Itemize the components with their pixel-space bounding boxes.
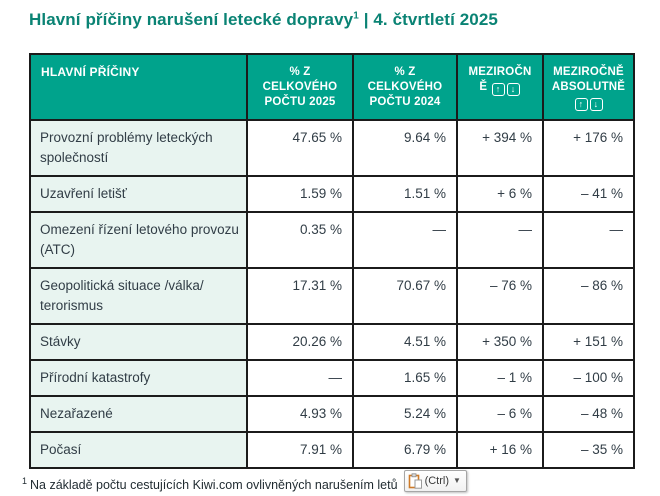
cell-yoy-absolute: – 41 % <box>542 175 635 213</box>
cell-yoy: – 6 % <box>456 395 544 433</box>
dropdown-caret-icon[interactable]: ▼ <box>453 476 461 485</box>
table-row: Stávky 20.26 % 4.51 % + 350 % + 151 % <box>29 323 635 361</box>
cell-pct-2024: 9.64 % <box>352 119 458 177</box>
cell-yoy-absolute: – 48 % <box>542 395 635 433</box>
cell-yoy-absolute: + 151 % <box>542 323 635 361</box>
cell-cause: Nezařazené <box>29 395 248 433</box>
table-row: Provozní problémy leteckých společností … <box>29 119 635 177</box>
col-header-yoy: MEZIROČN Ě ↑ ↓ <box>456 53 544 121</box>
table-row: Nezařazené 4.93 % 5.24 % – 6 % – 48 % <box>29 395 635 433</box>
paste-options-label: (Ctrl) <box>424 475 449 487</box>
page-title-suffix: | 4. čtvrtletí 2025 <box>358 10 498 29</box>
cell-yoy: – 76 % <box>456 267 544 325</box>
cell-pct-2025: 17.31 % <box>246 267 354 325</box>
page-title-main: Hlavní příčiny narušení letecké dopravy <box>29 10 354 29</box>
header-row: HLAVNÍ PŘÍČINY % Z CELKOVÉHO POČTU 2025 … <box>29 53 635 121</box>
cell-yoy-absolute: + 176 % <box>542 119 635 177</box>
table-row: Počasí 7.91 % 6.79 % + 16 % – 35 % <box>29 431 635 469</box>
cell-yoy: — <box>456 211 544 269</box>
cell-yoy: + 6 % <box>456 175 544 213</box>
cell-yoy-absolute: – 35 % <box>542 431 635 469</box>
cell-yoy-absolute: – 100 % <box>542 359 635 397</box>
footnote-marker: 1 <box>22 475 28 486</box>
cell-yoy: – 1 % <box>456 359 544 397</box>
down-arrow-icon: ↓ <box>589 98 603 111</box>
cell-pct-2024: — <box>352 211 458 269</box>
col-header-pct-2025: % Z CELKOVÉHO POČTU 2025 <box>246 53 354 121</box>
footnote: 1 Na základě počtu cestujících Kiwi.com o… <box>22 470 660 496</box>
title-footnote-ref: 1 <box>353 10 359 22</box>
table-row: Přírodní katastrofy — 1.65 % – 1 % – 100… <box>29 359 635 397</box>
cell-pct-2024: 1.65 % <box>352 359 458 397</box>
cell-cause: Omezení řízení letového provozu (ATC) <box>29 211 248 269</box>
cell-pct-2025: 20.26 % <box>246 323 354 361</box>
cell-cause: Stávky <box>29 323 248 361</box>
cell-pct-2025: — <box>246 359 354 397</box>
cell-cause: Provozní problémy leteckých společností <box>29 119 248 177</box>
cell-cause: Geopolitická situace /válka/ terorismus <box>29 267 248 325</box>
down-arrow-icon: ↓ <box>506 83 520 96</box>
cell-pct-2025: 4.93 % <box>246 395 354 433</box>
cell-yoy: + 350 % <box>456 323 544 361</box>
cell-pct-2025: 0.35 % <box>246 211 354 269</box>
cell-pct-2024: 5.24 % <box>352 395 458 433</box>
cell-pct-2024: 70.67 % <box>352 267 458 325</box>
col-header-yoy-absolute: MEZIROČNĚ ABSOLUTNĚ ↑ ↓ <box>542 53 635 121</box>
col-header-pct-2024: % Z CELKOVÉHO POČTU 2024 <box>352 53 458 121</box>
clipboard-icon <box>408 473 423 489</box>
up-arrow-icon: ↑ <box>491 83 505 96</box>
cell-cause: Počasí <box>29 431 248 469</box>
causes-table: HLAVNÍ PŘÍČINY % Z CELKOVÉHO POČTU 2025 … <box>29 53 635 469</box>
table-row: Omezení řízení letového provozu (ATC) 0.… <box>29 211 635 269</box>
cell-yoy: + 394 % <box>456 119 544 177</box>
table-row: Uzavření letišť 1.59 % 1.51 % + 6 % – 41… <box>29 175 635 213</box>
up-arrow-icon: ↑ <box>574 98 588 111</box>
cell-pct-2024: 6.79 % <box>352 431 458 469</box>
col-header-main-causes: HLAVNÍ PŘÍČINY <box>29 53 248 121</box>
table-row: Geopolitická situace /válka/ terorismus … <box>29 267 635 325</box>
cell-yoy: + 16 % <box>456 431 544 469</box>
cell-pct-2025: 7.91 % <box>246 431 354 469</box>
footnote-text: Na základě počtu cestujících Kiwi.com ov… <box>30 478 398 492</box>
col-header-main-causes-label: HLAVNÍ PŘÍČINY <box>41 65 140 79</box>
cell-cause: Přírodní katastrofy <box>29 359 248 397</box>
cell-pct-2025: 1.59 % <box>246 175 354 213</box>
cell-pct-2024: 1.51 % <box>352 175 458 213</box>
page-title: Hlavní příčiny narušení letecké dopravy1… <box>29 8 660 32</box>
cell-pct-2024: 4.51 % <box>352 323 458 361</box>
paste-options-button[interactable]: (Ctrl) ▼ <box>403 470 467 492</box>
cell-yoy-absolute: — <box>542 211 635 269</box>
cell-yoy-absolute: – 86 % <box>542 267 635 325</box>
cell-pct-2025: 47.65 % <box>246 119 354 177</box>
cell-cause: Uzavření letišť <box>29 175 248 213</box>
